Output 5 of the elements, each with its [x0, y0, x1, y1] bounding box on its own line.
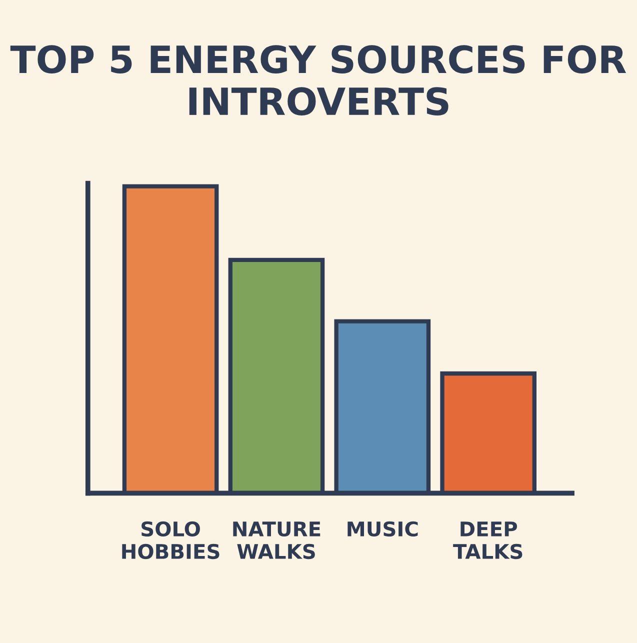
- x-tick-label: NATURE WALKS: [233, 522, 320, 560]
- x-tick-label: DEEP TALKS: [453, 522, 522, 560]
- chart-title: TOP 5 ENERGY SOURCES FOR INTROVERTS: [10, 45, 626, 116]
- x-tick-label: MUSIC: [348, 521, 418, 537]
- x-tick-label: SOLO HOBBIES: [122, 521, 220, 560]
